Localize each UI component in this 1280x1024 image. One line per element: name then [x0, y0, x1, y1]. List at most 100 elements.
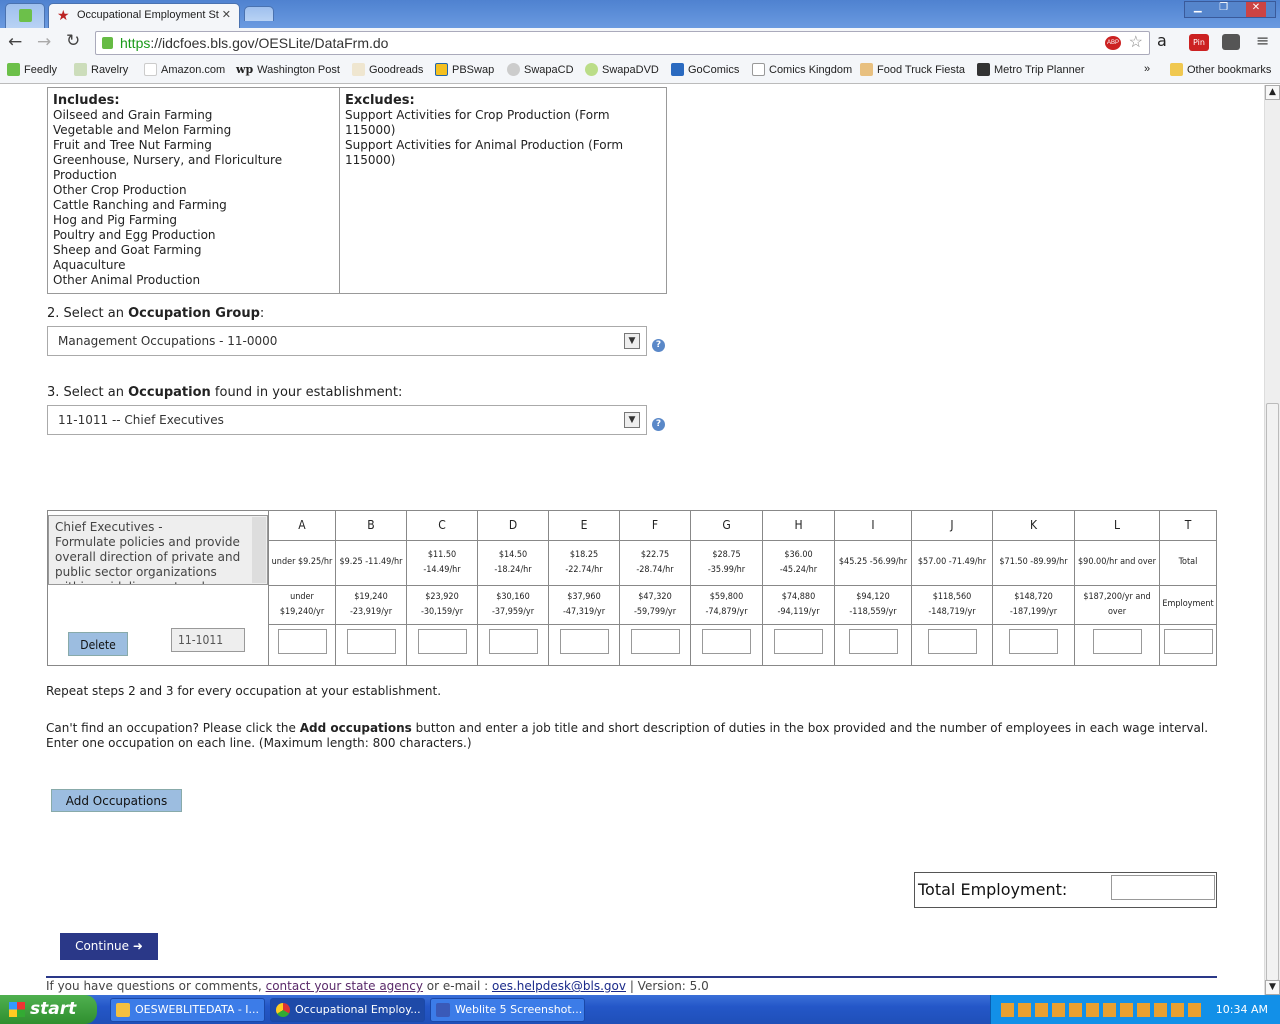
- pocket-icon[interactable]: [1222, 34, 1240, 50]
- page-icon: [752, 63, 765, 76]
- restore-icon[interactable]: ❐: [1219, 2, 1229, 13]
- employee-count-input-j[interactable]: [927, 629, 977, 654]
- metro-icon: [977, 63, 990, 76]
- scroll-up-icon[interactable]: ▲: [1265, 85, 1280, 100]
- goodreads-icon: [352, 63, 365, 76]
- bookmark-food-truck-fiesta[interactable]: Food Truck Fiesta: [860, 63, 965, 76]
- input-cell: [335, 623, 407, 666]
- tab-active[interactable]: ★ Occupational Employment St ✕: [48, 3, 240, 28]
- bookmark-feedly[interactable]: Feedly: [7, 63, 57, 76]
- occupation-select[interactable]: 11-1011 -- Chief Executives ▼: [47, 405, 647, 435]
- list-item: Sheep and Goat Farming: [53, 243, 202, 257]
- input-cell: [477, 623, 549, 666]
- menu-icon[interactable]: ≡: [1256, 31, 1270, 50]
- annual-range: $19,240 -23,919/yr: [335, 584, 407, 625]
- delete-button[interactable]: Delete: [68, 632, 128, 656]
- tray-icons[interactable]: [1001, 1003, 1201, 1017]
- employee-count-input-c[interactable]: [417, 629, 467, 654]
- bookmark-star-icon[interactable]: ☆: [1128, 34, 1143, 51]
- textarea-scrollbar[interactable]: [252, 517, 266, 583]
- gocomics-icon: [671, 63, 684, 76]
- annual-range: $37,960 -47,319/yr: [548, 584, 620, 625]
- back-icon[interactable]: ←: [8, 32, 23, 52]
- total-employment-field[interactable]: [1111, 875, 1215, 900]
- column-header-f: F: [619, 510, 691, 541]
- bookmark-gocomics[interactable]: GoComics: [671, 63, 739, 76]
- ravelry-icon: [74, 63, 87, 76]
- employee-count-input-b[interactable]: [346, 629, 396, 654]
- occupation-actions-cell: Delete 11-1011: [47, 624, 269, 666]
- employee-count-input-g[interactable]: [702, 629, 751, 654]
- bookmark-amazon[interactable]: Amazon.com: [144, 63, 225, 76]
- page-scrollbar[interactable]: ▲ ▼: [1264, 85, 1280, 995]
- bookmark-swapacd[interactable]: SwapaCD: [507, 63, 574, 76]
- bookmarks-overflow[interactable]: »: [1144, 63, 1151, 75]
- excludes-cell: Excludes: Support Activities for Crop Pr…: [339, 87, 667, 294]
- help-icon[interactable]: ?: [652, 418, 665, 431]
- employee-count-input-f[interactable]: [630, 629, 680, 654]
- amazon-extension-icon[interactable]: a: [1157, 31, 1167, 50]
- tab-strip: ★ Occupational Employment St ✕ ▁ ❐ ✕: [0, 0, 1280, 28]
- employee-count-input-e[interactable]: [559, 629, 609, 654]
- url-scheme: https: [120, 35, 151, 51]
- continue-button[interactable]: Continue ➜: [60, 933, 158, 960]
- occupation-group-select[interactable]: Management Occupations - 11-0000 ▼: [47, 326, 647, 356]
- employee-count-input-d[interactable]: [488, 629, 538, 654]
- helpdesk-email-link[interactable]: oes.helpdesk@bls.gov: [491, 979, 626, 993]
- address-bar[interactable]: https://idcfoes.bls.gov/OESLite/DataFrm.…: [95, 31, 1150, 55]
- new-tab-button[interactable]: [244, 6, 274, 21]
- bookmark-label: SwapaDVD: [602, 63, 659, 76]
- bookmark-metro-trip-planner[interactable]: Metro Trip Planner: [977, 63, 1084, 76]
- list-item: Support Activities for Animal Production…: [345, 138, 624, 167]
- window-controls: ▁ ❐ ✕: [1184, 1, 1276, 18]
- employee-count-input-l[interactable]: [1092, 629, 1142, 654]
- scroll-thumb[interactable]: [1266, 403, 1279, 981]
- minimize-icon[interactable]: ▁: [1193, 2, 1202, 13]
- annual-range: $148,720 -187,199/yr: [992, 584, 1075, 625]
- bookmark-comics-kingdom[interactable]: Comics Kingdom: [752, 63, 852, 76]
- task-chrome[interactable]: Occupational Employ...: [270, 998, 425, 1022]
- input-cell: [1159, 623, 1217, 666]
- adblock-icon[interactable]: ABP: [1105, 36, 1121, 50]
- task-label: Weblite 5 Screenshot...: [455, 1003, 583, 1016]
- annual-range: $23,920 -30,159/yr: [406, 584, 478, 625]
- contact-state-agency-link[interactable]: contact your state agency: [265, 979, 423, 993]
- bookmark-label: Ravelry: [91, 63, 129, 76]
- bookmark-label: Washington Post: [257, 63, 340, 76]
- bookmark-pbswap[interactable]: PBSwap: [435, 63, 494, 76]
- chevron-down-icon[interactable]: ▼: [624, 333, 640, 349]
- step3-label: 3. Select an Occupation found in your es…: [47, 385, 403, 400]
- bookmark-label: Comics Kingdom: [769, 63, 853, 76]
- tab-feedly[interactable]: [5, 3, 45, 28]
- employee-count-input-k[interactable]: [1009, 629, 1058, 654]
- hourly-range: $22.75 -28.74/hr: [619, 539, 691, 586]
- pinterest-icon[interactable]: Pin: [1189, 34, 1209, 51]
- employee-count-input-t[interactable]: [1163, 629, 1213, 654]
- occupation-description-textarea[interactable]: Chief Executives - Formulate policies an…: [48, 515, 268, 585]
- other-bookmarks[interactable]: Other bookmarks: [1170, 63, 1271, 76]
- bookmark-goodreads[interactable]: Goodreads: [352, 63, 423, 76]
- add-occupations-button[interactable]: Add Occupations: [51, 789, 182, 812]
- help-icon[interactable]: ?: [652, 339, 665, 352]
- chevron-down-icon[interactable]: ▼: [624, 412, 640, 428]
- employee-count-input-h[interactable]: [774, 629, 823, 654]
- bookmark-swapadvd[interactable]: SwapaDVD: [585, 63, 659, 76]
- task-word[interactable]: Weblite 5 Screenshot...: [430, 998, 585, 1022]
- scroll-down-icon[interactable]: ▼: [1265, 980, 1280, 995]
- bookmark-ravelry[interactable]: Ravelry: [74, 63, 128, 76]
- wp-icon: wp: [236, 63, 254, 76]
- close-window-icon[interactable]: ✕: [1245, 2, 1267, 17]
- annual-range: Employment: [1159, 584, 1217, 625]
- task-oeswebdata[interactable]: OESWEBLITEDATA - I...: [110, 998, 265, 1022]
- bookmark-washington-post[interactable]: wp Washington Post: [236, 63, 340, 76]
- input-cell: [619, 623, 691, 666]
- input-cell: [1074, 623, 1160, 666]
- employee-count-input-a[interactable]: [277, 629, 327, 654]
- reload-icon[interactable]: ↻: [66, 31, 81, 51]
- feedly-icon: [7, 63, 20, 76]
- close-tab-icon[interactable]: ✕: [221, 9, 231, 21]
- forward-icon[interactable]: →: [37, 32, 52, 52]
- start-button[interactable]: start: [0, 995, 97, 1024]
- employee-count-input-i[interactable]: [848, 629, 898, 654]
- chrome-icon: [276, 1003, 290, 1017]
